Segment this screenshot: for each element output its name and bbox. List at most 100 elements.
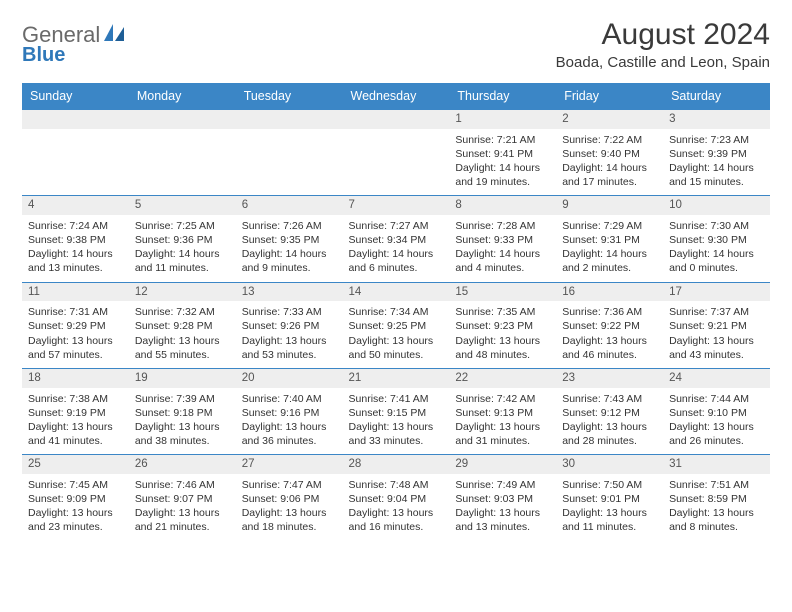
sunset-text: Sunset: 9:13 PM: [455, 406, 550, 420]
sunrise-text: Sunrise: 7:40 AM: [242, 392, 337, 406]
sunrise-text: Sunrise: 7:33 AM: [242, 305, 337, 319]
day-detail: Sunrise: 7:33 AMSunset: 9:26 PMDaylight:…: [236, 301, 343, 368]
sunrise-text: Sunrise: 7:48 AM: [349, 478, 444, 492]
calendar-day-cell: 28Sunrise: 7:48 AMSunset: 9:04 PMDayligh…: [343, 455, 450, 541]
day-number: [236, 110, 343, 129]
daylight-text: Daylight: 13 hours and 21 minutes.: [135, 506, 230, 534]
day-detail: Sunrise: 7:39 AMSunset: 9:18 PMDaylight:…: [129, 388, 236, 455]
sunrise-text: Sunrise: 7:29 AM: [562, 219, 657, 233]
day-number: 25: [22, 455, 129, 474]
sunset-text: Sunset: 9:04 PM: [349, 492, 444, 506]
day-detail: Sunrise: 7:30 AMSunset: 9:30 PMDaylight:…: [663, 215, 770, 282]
calendar-day-cell: 23Sunrise: 7:43 AMSunset: 9:12 PMDayligh…: [556, 368, 663, 454]
sunrise-text: Sunrise: 7:30 AM: [669, 219, 764, 233]
day-detail: Sunrise: 7:51 AMSunset: 8:59 PMDaylight:…: [663, 474, 770, 541]
day-number: 17: [663, 283, 770, 302]
calendar-day-cell: 18Sunrise: 7:38 AMSunset: 9:19 PMDayligh…: [22, 368, 129, 454]
sunrise-text: Sunrise: 7:36 AM: [562, 305, 657, 319]
calendar-day-cell: 2Sunrise: 7:22 AMSunset: 9:40 PMDaylight…: [556, 110, 663, 196]
sunset-text: Sunset: 9:12 PM: [562, 406, 657, 420]
daylight-text: Daylight: 13 hours and 48 minutes.: [455, 334, 550, 362]
day-number: [22, 110, 129, 129]
day-detail: Sunrise: 7:49 AMSunset: 9:03 PMDaylight:…: [449, 474, 556, 541]
sunrise-text: Sunrise: 7:21 AM: [455, 133, 550, 147]
calendar-day-cell: 14Sunrise: 7:34 AMSunset: 9:25 PMDayligh…: [343, 282, 450, 368]
month-title: August 2024: [556, 18, 770, 52]
calendar-day-cell: 5Sunrise: 7:25 AMSunset: 9:36 PMDaylight…: [129, 196, 236, 282]
day-number: 29: [449, 455, 556, 474]
day-number: 3: [663, 110, 770, 129]
day-header: Tuesday: [236, 83, 343, 110]
sunset-text: Sunset: 9:22 PM: [562, 319, 657, 333]
calendar-day-cell: 10Sunrise: 7:30 AMSunset: 9:30 PMDayligh…: [663, 196, 770, 282]
daylight-text: Daylight: 14 hours and 2 minutes.: [562, 247, 657, 275]
day-detail: [236, 129, 343, 196]
day-detail: Sunrise: 7:40 AMSunset: 9:16 PMDaylight:…: [236, 388, 343, 455]
calendar-day-cell: 29Sunrise: 7:49 AMSunset: 9:03 PMDayligh…: [449, 455, 556, 541]
day-number: 18: [22, 369, 129, 388]
calendar-day-cell: 15Sunrise: 7:35 AMSunset: 9:23 PMDayligh…: [449, 282, 556, 368]
sunset-text: Sunset: 9:25 PM: [349, 319, 444, 333]
day-number: 4: [22, 196, 129, 215]
sunset-text: Sunset: 9:38 PM: [28, 233, 123, 247]
calendar-week-row: 4Sunrise: 7:24 AMSunset: 9:38 PMDaylight…: [22, 196, 770, 282]
calendar-day-cell: 24Sunrise: 7:44 AMSunset: 9:10 PMDayligh…: [663, 368, 770, 454]
day-number: 10: [663, 196, 770, 215]
day-detail: Sunrise: 7:36 AMSunset: 9:22 PMDaylight:…: [556, 301, 663, 368]
calendar-table: Sunday Monday Tuesday Wednesday Thursday…: [22, 83, 770, 541]
sunrise-text: Sunrise: 7:27 AM: [349, 219, 444, 233]
day-number: 8: [449, 196, 556, 215]
daylight-text: Daylight: 13 hours and 18 minutes.: [242, 506, 337, 534]
sunset-text: Sunset: 9:09 PM: [28, 492, 123, 506]
day-detail: Sunrise: 7:34 AMSunset: 9:25 PMDaylight:…: [343, 301, 450, 368]
day-number: 22: [449, 369, 556, 388]
daylight-text: Daylight: 14 hours and 15 minutes.: [669, 161, 764, 189]
daylight-text: Daylight: 14 hours and 6 minutes.: [349, 247, 444, 275]
sunrise-text: Sunrise: 7:32 AM: [135, 305, 230, 319]
daylight-text: Daylight: 14 hours and 4 minutes.: [455, 247, 550, 275]
calendar-day-cell: 12Sunrise: 7:32 AMSunset: 9:28 PMDayligh…: [129, 282, 236, 368]
day-detail: Sunrise: 7:26 AMSunset: 9:35 PMDaylight:…: [236, 215, 343, 282]
sunset-text: Sunset: 9:30 PM: [669, 233, 764, 247]
day-detail: [22, 129, 129, 196]
location-subtitle: Boada, Castille and Leon, Spain: [556, 54, 770, 71]
day-detail: Sunrise: 7:38 AMSunset: 9:19 PMDaylight:…: [22, 388, 129, 455]
sunset-text: Sunset: 9:18 PM: [135, 406, 230, 420]
day-number: 5: [129, 196, 236, 215]
calendar-day-cell: 9Sunrise: 7:29 AMSunset: 9:31 PMDaylight…: [556, 196, 663, 282]
logo-sub: Blue: [22, 44, 65, 67]
daylight-text: Daylight: 13 hours and 16 minutes.: [349, 506, 444, 534]
calendar-day-cell: 25Sunrise: 7:45 AMSunset: 9:09 PMDayligh…: [22, 455, 129, 541]
daylight-text: Daylight: 13 hours and 26 minutes.: [669, 420, 764, 448]
sunrise-text: Sunrise: 7:28 AM: [455, 219, 550, 233]
day-number: 31: [663, 455, 770, 474]
day-detail: Sunrise: 7:47 AMSunset: 9:06 PMDaylight:…: [236, 474, 343, 541]
sunrise-text: Sunrise: 7:49 AM: [455, 478, 550, 492]
sunrise-text: Sunrise: 7:41 AM: [349, 392, 444, 406]
day-detail: Sunrise: 7:45 AMSunset: 9:09 PMDaylight:…: [22, 474, 129, 541]
day-number: 30: [556, 455, 663, 474]
sunset-text: Sunset: 9:06 PM: [242, 492, 337, 506]
day-number: 28: [343, 455, 450, 474]
sunset-text: Sunset: 9:23 PM: [455, 319, 550, 333]
sunrise-text: Sunrise: 7:43 AM: [562, 392, 657, 406]
calendar-day-cell: 17Sunrise: 7:37 AMSunset: 9:21 PMDayligh…: [663, 282, 770, 368]
day-detail: Sunrise: 7:48 AMSunset: 9:04 PMDaylight:…: [343, 474, 450, 541]
calendar-day-cell: 6Sunrise: 7:26 AMSunset: 9:35 PMDaylight…: [236, 196, 343, 282]
daylight-text: Daylight: 13 hours and 57 minutes.: [28, 334, 123, 362]
day-number: 20: [236, 369, 343, 388]
calendar-day-cell: 7Sunrise: 7:27 AMSunset: 9:34 PMDaylight…: [343, 196, 450, 282]
daylight-text: Daylight: 13 hours and 28 minutes.: [562, 420, 657, 448]
day-detail: Sunrise: 7:23 AMSunset: 9:39 PMDaylight:…: [663, 129, 770, 196]
sunrise-text: Sunrise: 7:42 AM: [455, 392, 550, 406]
sunset-text: Sunset: 9:41 PM: [455, 147, 550, 161]
calendar-page: General August 2024 Boada, Castille and …: [0, 0, 792, 551]
calendar-day-cell: [236, 110, 343, 196]
day-detail: Sunrise: 7:41 AMSunset: 9:15 PMDaylight:…: [343, 388, 450, 455]
calendar-day-cell: 4Sunrise: 7:24 AMSunset: 9:38 PMDaylight…: [22, 196, 129, 282]
sunrise-text: Sunrise: 7:38 AM: [28, 392, 123, 406]
sunset-text: Sunset: 9:31 PM: [562, 233, 657, 247]
calendar-day-cell: 16Sunrise: 7:36 AMSunset: 9:22 PMDayligh…: [556, 282, 663, 368]
daylight-text: Daylight: 14 hours and 0 minutes.: [669, 247, 764, 275]
day-detail: Sunrise: 7:21 AMSunset: 9:41 PMDaylight:…: [449, 129, 556, 196]
